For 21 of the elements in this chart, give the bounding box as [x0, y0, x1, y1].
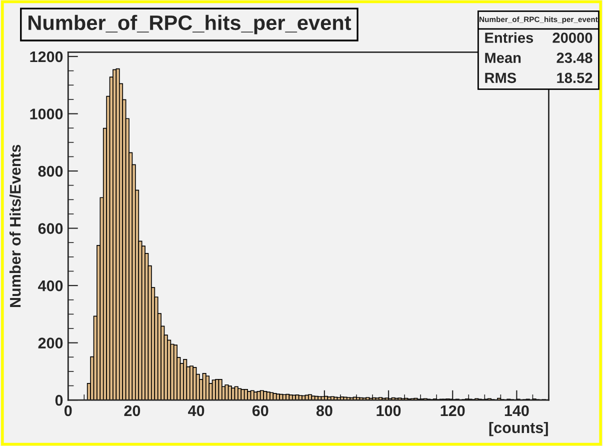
y-tick-label: 1000	[30, 108, 63, 120]
chart-title: Number_of_RPC_hits_per_event	[28, 14, 352, 34]
text: RMS 18.52	[485, 72, 592, 84]
y-tick-label: 600	[38, 223, 63, 234]
x-tick-label: 80	[316, 405, 332, 416]
y-tick-label: 400	[38, 280, 63, 292]
y-tick-label: 800	[38, 166, 63, 177]
x-tick-label: 0	[64, 405, 72, 416]
x-tick-label: 100	[376, 405, 401, 416]
x-tick-label: 20	[124, 405, 140, 416]
y-tick-label: 0	[55, 394, 63, 406]
x-tick-label: 140	[504, 405, 529, 416]
y-axis-title: Number of Hits/Events	[9, 144, 21, 308]
y-tick-label: 1200	[30, 51, 63, 62]
x-tick-label: 60	[252, 405, 268, 416]
y-tick-label: 200	[38, 338, 63, 348]
text: Mean 23.48	[485, 52, 592, 64]
text: Entries 20000	[485, 32, 592, 43]
x-tick-label: 120	[440, 405, 465, 416]
x-axis-title: [counts]	[489, 422, 548, 436]
x-tick-label: 40	[188, 405, 204, 416]
